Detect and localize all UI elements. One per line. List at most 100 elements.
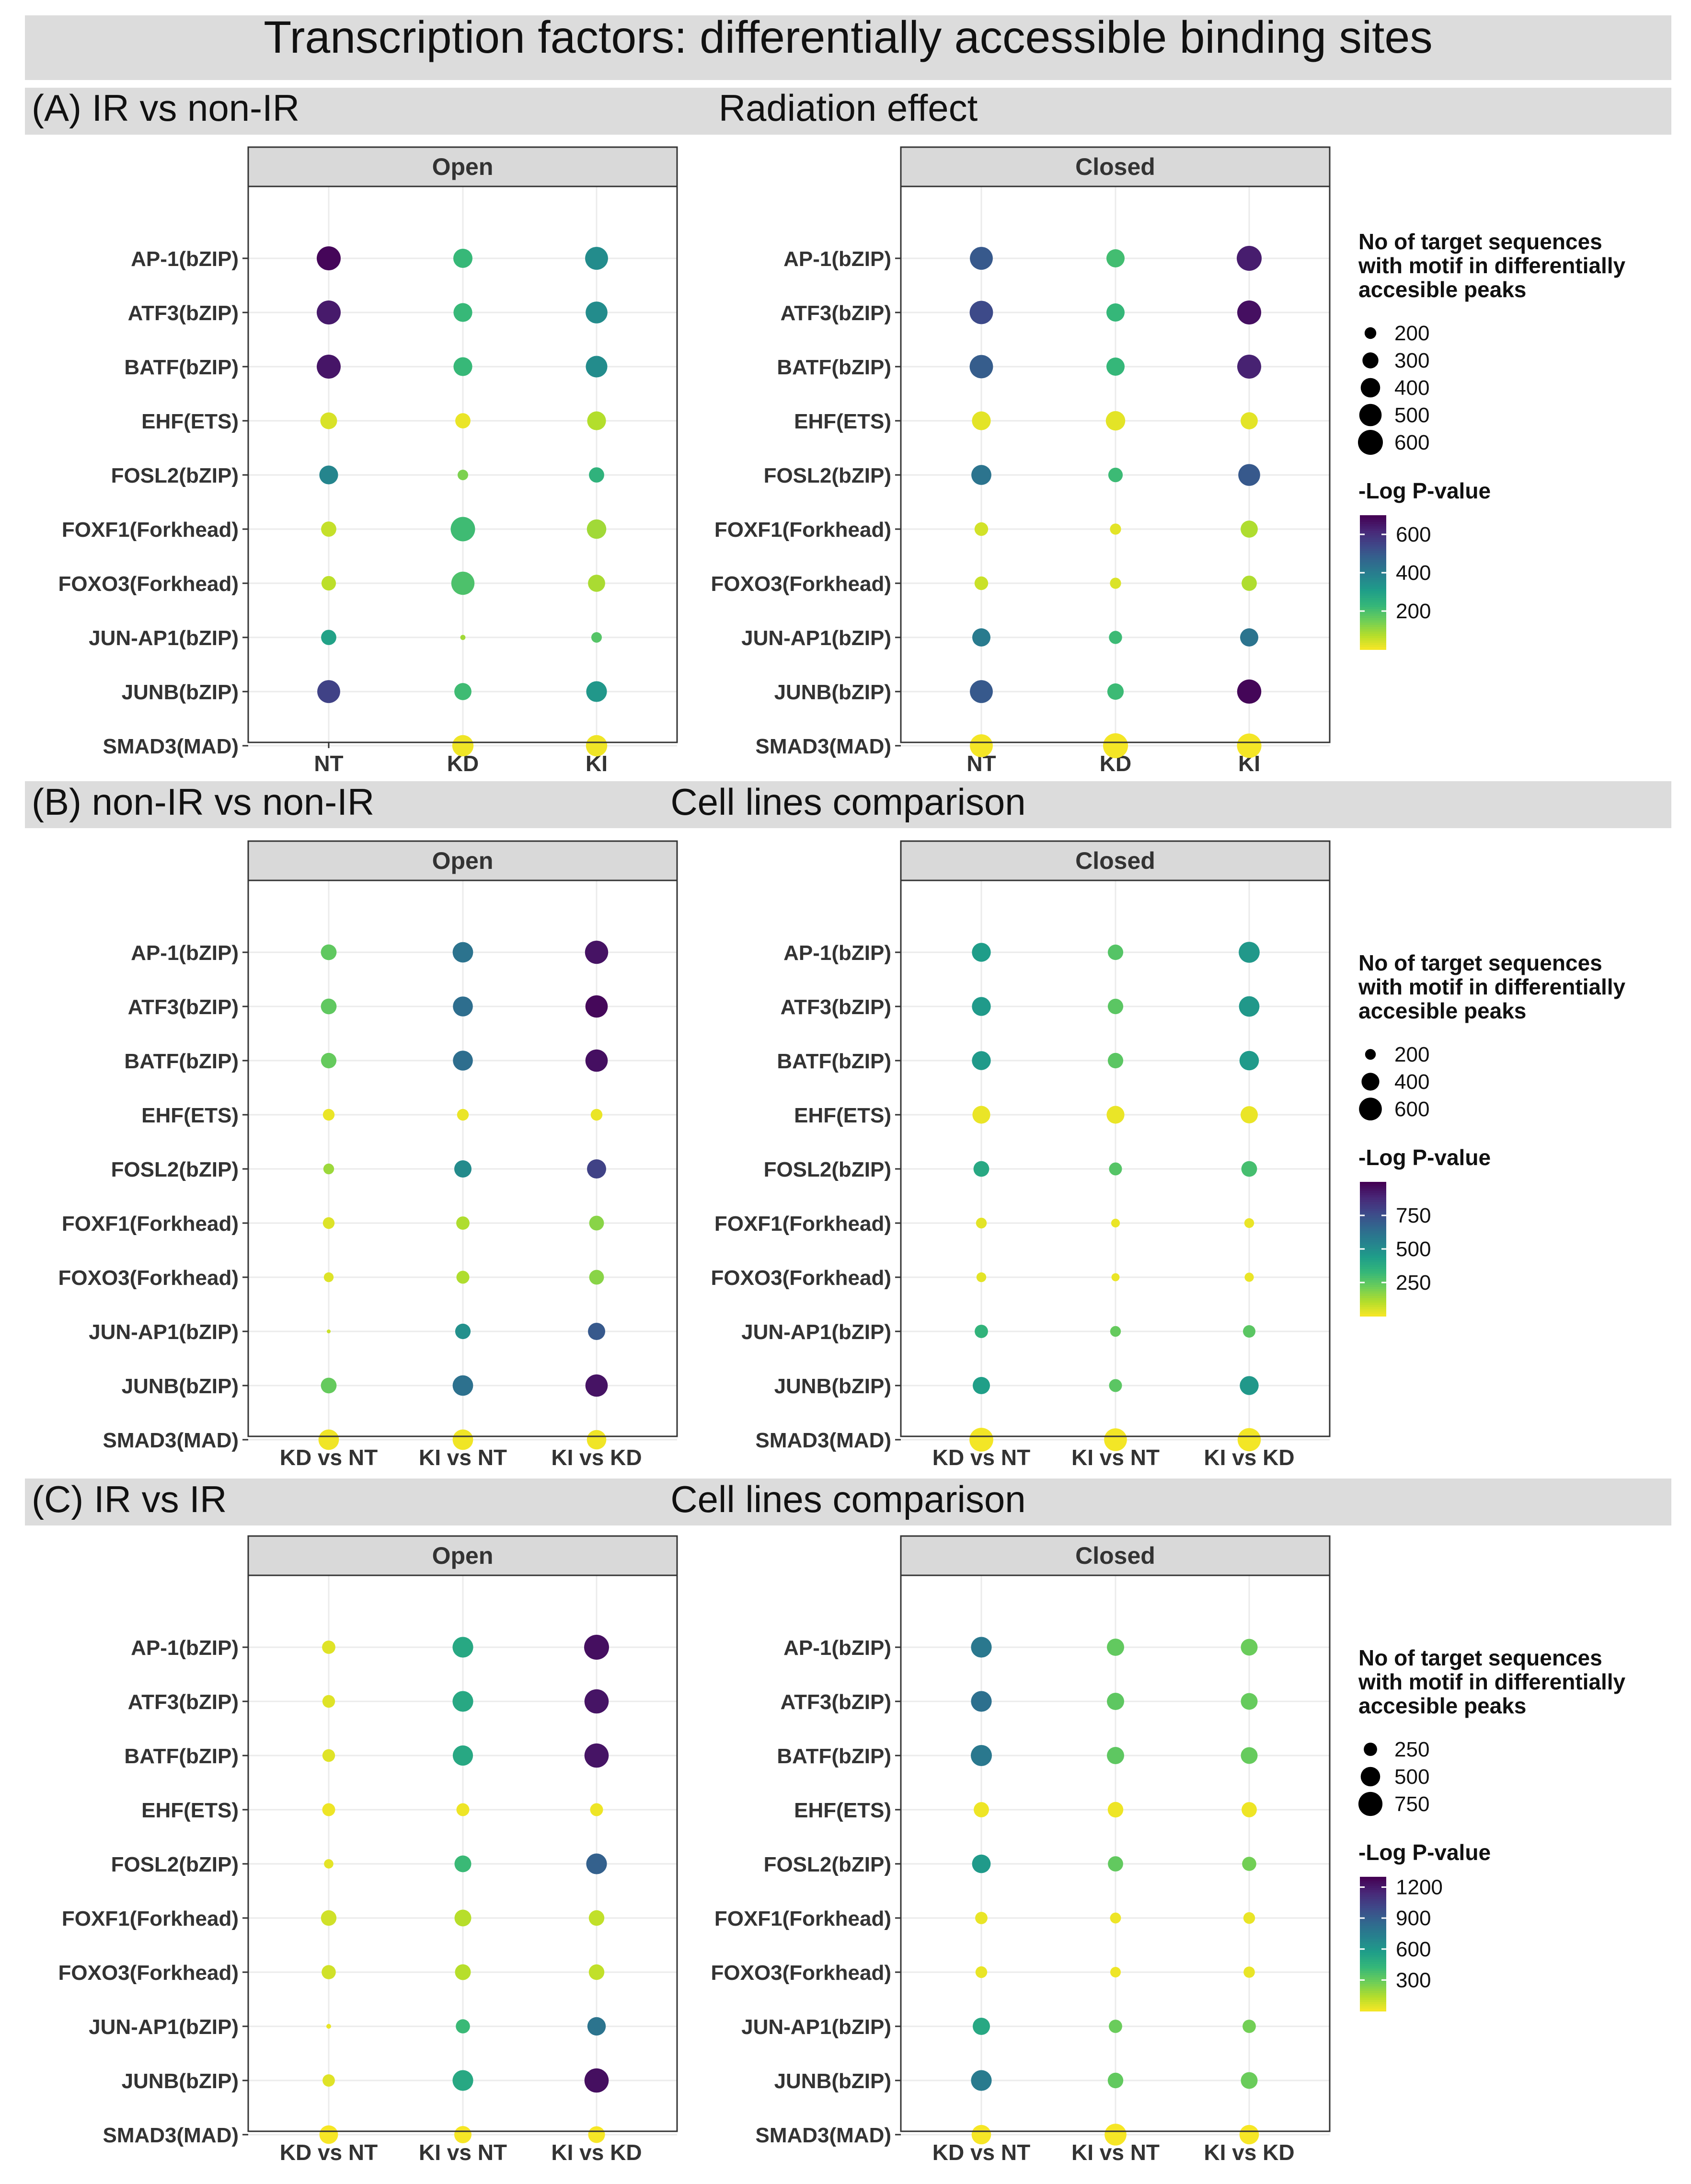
point-batf-bzip-ki-vs-kd bbox=[585, 1049, 608, 1072]
colorbar-segment bbox=[1360, 1197, 1386, 1201]
point-foxf1-forkhead-ki-vs-nt bbox=[1110, 1912, 1121, 1924]
size-legend-title: accesible peaks bbox=[1358, 1693, 1526, 1718]
colorbar-segment bbox=[1360, 1964, 1386, 1967]
point-atf3-bzip-kd bbox=[1106, 303, 1125, 322]
colorbar-segment bbox=[1360, 1957, 1386, 1960]
point-foxo3-forkhead-ki-vs-kd bbox=[1243, 1966, 1255, 1978]
colorbar-segment bbox=[1360, 607, 1386, 610]
point-batf-bzip-ki-vs-nt bbox=[453, 1051, 473, 1071]
point-smad3-mad-ki-vs-nt bbox=[1104, 2124, 1127, 2146]
point-smad3-mad-ki-vs-kd bbox=[588, 2126, 605, 2143]
y-tick-label: ATF3(bZIP) bbox=[128, 301, 239, 325]
point-junb-bzip-kd bbox=[1107, 683, 1124, 700]
colorbar-label: 400 bbox=[1396, 561, 1431, 585]
colorbar-segment bbox=[1360, 1897, 1386, 1900]
colorbar-segment bbox=[1360, 553, 1386, 556]
size-legend-key bbox=[1359, 1098, 1382, 1121]
colorbar-segment bbox=[1360, 1944, 1386, 1947]
size-legend-key bbox=[1364, 1743, 1377, 1756]
point-ap-1-bzip-nt bbox=[317, 246, 341, 270]
point-foxf1-forkhead-kd-vs-nt bbox=[322, 1217, 335, 1229]
y-tick-label: FOXF1(Forkhead) bbox=[62, 1907, 239, 1930]
y-tick-label: JUN-AP1(bZIP) bbox=[741, 626, 891, 650]
point-foxf1-forkhead-ki-vs-nt bbox=[1111, 1218, 1120, 1228]
colorbar-segment bbox=[1360, 1892, 1386, 1895]
colorbar-label: 200 bbox=[1396, 600, 1431, 623]
point-jun-ap1-bzip-kd-vs-nt bbox=[975, 1325, 988, 1338]
point-foxf1-forkhead-ki-vs-kd bbox=[589, 1215, 604, 1231]
panel-border bbox=[900, 879, 1331, 1437]
y-tick-label: FOXF1(Forkhead) bbox=[62, 1212, 239, 1236]
point-fosl2-bzip-kd bbox=[458, 470, 468, 480]
y-tick-label: BATF(bZIP) bbox=[124, 356, 239, 379]
colorbar-segment bbox=[1360, 1912, 1386, 1916]
y-tick-label: FOXF1(Forkhead) bbox=[714, 1907, 891, 1930]
point-ehf-ets-nt bbox=[320, 412, 337, 429]
colorbar-segment bbox=[1360, 537, 1386, 541]
point-ehf-ets-kd-vs-nt bbox=[322, 1803, 335, 1816]
colorbar-segment bbox=[1360, 1908, 1386, 1911]
colorbar-segment bbox=[1360, 549, 1386, 552]
point-ehf-ets-kd-vs-nt bbox=[974, 1802, 989, 1817]
colorbar-segment bbox=[1360, 1222, 1386, 1225]
point-foxf1-forkhead-ki bbox=[1241, 520, 1258, 538]
colorbar-segment bbox=[1360, 623, 1386, 625]
y-tick-label: FOXF1(Forkhead) bbox=[714, 518, 891, 542]
point-junb-bzip-kd-vs-nt bbox=[321, 1377, 337, 1394]
colorbar-segment bbox=[1360, 1298, 1386, 1301]
point-foxo3-forkhead-nt bbox=[321, 576, 336, 591]
y-tick-label: JUN-AP1(bZIP) bbox=[89, 1320, 239, 1344]
colorbar-segment bbox=[1360, 1885, 1386, 1889]
colorbar-segment bbox=[1360, 589, 1386, 592]
colorbar-segment bbox=[1360, 1291, 1386, 1294]
size-legend-key bbox=[1358, 430, 1383, 455]
colorbar-segment bbox=[1360, 1213, 1386, 1216]
colorbar-segment bbox=[1360, 1267, 1386, 1270]
point-batf-bzip-kd bbox=[453, 357, 472, 376]
colorbar-segment bbox=[1360, 557, 1386, 561]
size-legend-label: 200 bbox=[1394, 1043, 1429, 1066]
size-legend-key bbox=[1364, 327, 1377, 339]
colorbar-label: 500 bbox=[1396, 1237, 1431, 1261]
colorbar-segment bbox=[1360, 1977, 1386, 1980]
point-fosl2-bzip-kd bbox=[1108, 467, 1123, 483]
point-foxo3-forkhead-nt bbox=[974, 576, 989, 590]
colorbar-label: 750 bbox=[1396, 1204, 1431, 1227]
point-junb-bzip-ki-vs-nt bbox=[1107, 2072, 1124, 2089]
colorbar-segment bbox=[1360, 1273, 1386, 1276]
point-ap-1-bzip-kd-vs-nt bbox=[322, 1641, 335, 1654]
colorbar-segment bbox=[1360, 584, 1386, 588]
point-ehf-ets-kd bbox=[1105, 411, 1126, 431]
size-legend-title: No of target sequences bbox=[1358, 1645, 1602, 1670]
colorbar-segment bbox=[1360, 1303, 1386, 1306]
colorbar-segment bbox=[1360, 1984, 1386, 1987]
colorbar-segment bbox=[1360, 555, 1386, 558]
size-legend-label: 400 bbox=[1394, 1070, 1429, 1094]
colorbar-segment bbox=[1360, 1986, 1386, 1989]
colorbar-segment bbox=[1360, 604, 1386, 608]
colorbar-segment bbox=[1360, 1224, 1386, 1227]
colorbar-segment bbox=[1360, 1193, 1386, 1196]
y-tick-label: JUN-AP1(bZIP) bbox=[741, 1320, 891, 1344]
colorbar-segment bbox=[1360, 1930, 1386, 1933]
facet-strip-label: Closed bbox=[1075, 153, 1155, 180]
point-ehf-ets-ki-vs-kd bbox=[590, 1803, 603, 1816]
point-ap-1-bzip-ki-vs-kd bbox=[1239, 942, 1260, 963]
point-junb-bzip-kd-vs-nt bbox=[322, 2074, 335, 2087]
colorbar-segment bbox=[1360, 1951, 1386, 1953]
y-tick-label: SMAD3(MAD) bbox=[103, 1429, 239, 1452]
point-foxf1-forkhead-ki-vs-kd bbox=[588, 1910, 605, 1926]
point-foxo3-forkhead-kd-vs-nt bbox=[323, 1272, 334, 1283]
y-tick-label: FOSL2(bZIP) bbox=[764, 464, 891, 487]
colorbar-segment bbox=[1360, 1877, 1386, 1880]
y-tick-label: FOSL2(bZIP) bbox=[764, 1853, 891, 1876]
colorbar-segment bbox=[1360, 533, 1386, 536]
y-tick-label: AP-1(bZIP) bbox=[783, 941, 891, 965]
y-tick-label: BATF(bZIP) bbox=[777, 1050, 891, 1073]
colorbar-segment bbox=[1360, 647, 1386, 650]
size-legend-title: accesible peaks bbox=[1358, 277, 1526, 302]
y-tick-label: AP-1(bZIP) bbox=[783, 1636, 891, 1660]
point-ap-1-bzip-kd-vs-nt bbox=[971, 1637, 992, 1658]
point-ap-1-bzip-nt bbox=[970, 247, 993, 270]
